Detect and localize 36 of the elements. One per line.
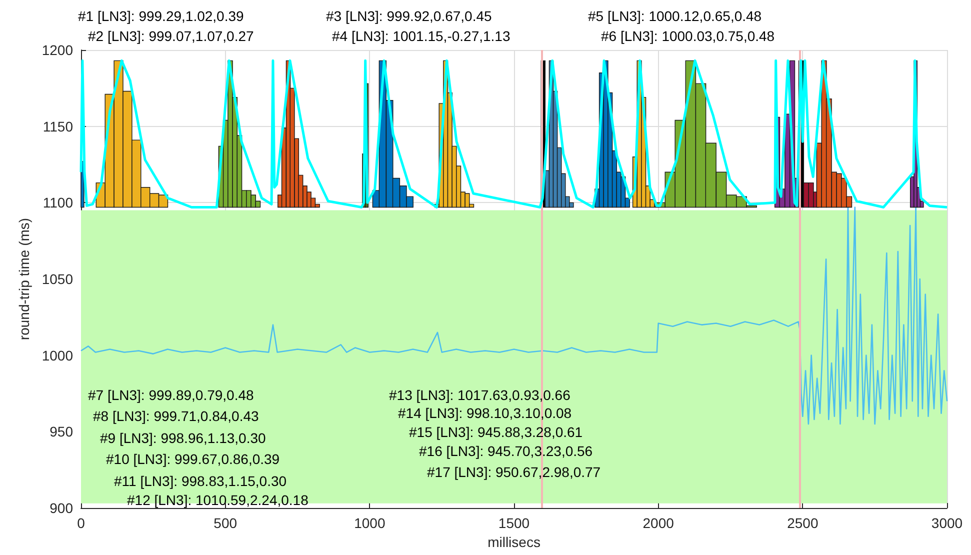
text: #1 [LN3]: 999.29,1.02,0.39 bbox=[78, 8, 244, 24]
text: #3 [LN3]: 999.92,0.67,0.45 bbox=[326, 8, 492, 24]
annotation: #17 [LN3]: 950.67,2.98,0.77 bbox=[427, 464, 601, 480]
y-tick-label: 1200 bbox=[42, 42, 74, 58]
y-tick-label: 1150 bbox=[42, 118, 74, 134]
annotation: #7 [LN3]: 999.89,0.79,0.48 bbox=[88, 387, 254, 403]
x-tick-label: 3000 bbox=[931, 515, 963, 531]
annotation: #15 [LN3]: 945.88,3.28,0.61 bbox=[409, 424, 583, 440]
annotation: #10 [LN3]: 999.67,0.86,0.39 bbox=[106, 451, 280, 467]
annotation: #9 [LN3]: 998.96,1.13,0.30 bbox=[100, 430, 266, 446]
x-tick-label: 500 bbox=[214, 515, 238, 531]
annotation: #12 [LN3]: 1010.59,2.24,0.18 bbox=[127, 492, 309, 508]
y-tick-label: 950 bbox=[50, 424, 74, 440]
annotation: #13 [LN3]: 1017.63,0.93,0.66 bbox=[389, 387, 571, 403]
text: #5 [LN3]: 1000.12,0.65,0.48 bbox=[588, 8, 762, 24]
annotation: #16 [LN3]: 945.70,3.23,0.56 bbox=[419, 443, 593, 459]
x-tick-label: 1500 bbox=[498, 515, 530, 531]
x-tick-label: 2500 bbox=[787, 515, 818, 531]
x-tick-label: 1000 bbox=[354, 515, 386, 531]
annotation: #8 [LN3]: 999.71,0.84,0.43 bbox=[93, 408, 260, 424]
text: #4 [LN3]: 1001.15,-0.27,1.13 bbox=[332, 28, 510, 44]
text: #6 [LN3]: 1000.03,0.75,0.48 bbox=[601, 28, 775, 44]
annotation: #11 [LN3]: 998.83,1.15,0.30 bbox=[114, 473, 287, 489]
y-tick-label: 1100 bbox=[42, 194, 74, 211]
y-tick-label: 1000 bbox=[42, 347, 74, 364]
x-tick-label: 2000 bbox=[642, 515, 674, 531]
annotation: #14 [LN3]: 998.10,3.10,0.08 bbox=[398, 405, 572, 421]
bar bbox=[464, 193, 470, 208]
x-tick-label: 0 bbox=[77, 515, 86, 531]
line-series bbox=[80, 206, 948, 425]
line-series bbox=[80, 59, 948, 208]
y-tick-label: 900 bbox=[50, 500, 74, 516]
y-axis-title: round-trip time (ms) bbox=[16, 218, 32, 340]
y-tick-label: 1050 bbox=[42, 271, 74, 287]
text: #2 [LN3]: 999.07,1.07,0.27 bbox=[88, 28, 254, 44]
x-axis-title: millisecs bbox=[488, 534, 540, 550]
